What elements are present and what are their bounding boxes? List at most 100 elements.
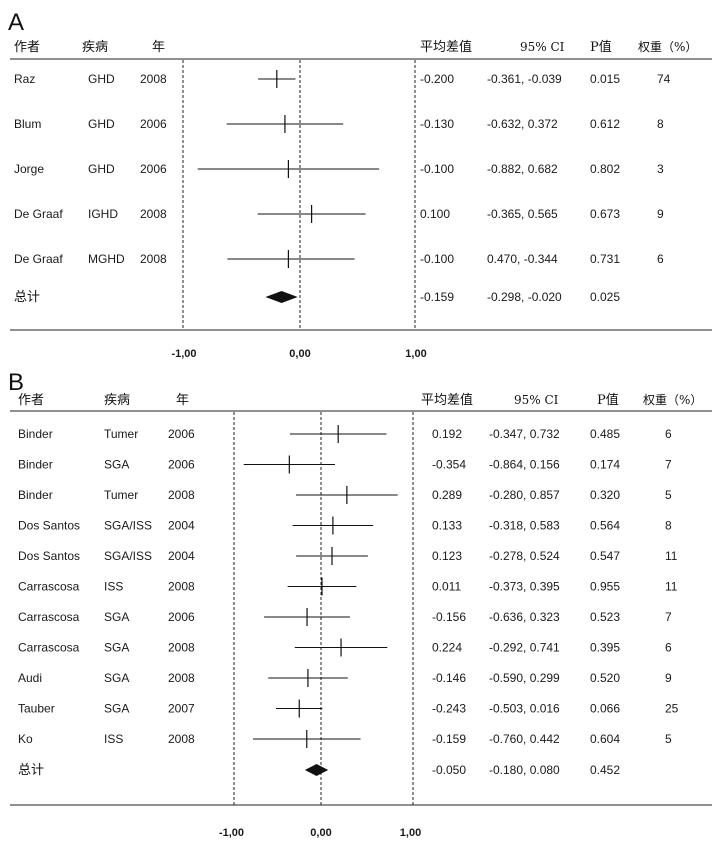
panel-label: A — [8, 9, 24, 36]
study-disease: GHD — [88, 117, 115, 131]
study-author: Ko — [18, 732, 33, 746]
study-p: 0.523 — [590, 610, 620, 624]
study-row: Carrascosa SGA 2006 -0.156 -0.636, 0.323 0.52… — [18, 608, 672, 626]
pooled-effect-diamond — [265, 291, 298, 303]
x-tick-label: 0,00 — [310, 827, 331, 839]
study-p: 0.673 — [590, 207, 620, 221]
header-weight: 权重（%） — [643, 393, 702, 407]
study-mean-diff: -0.156 — [432, 610, 466, 624]
forest-panel-b: B作者 疾病 年 平均差值 95% CI P值 权重（%） Binder Tumer 2006 0.… — [8, 369, 712, 839]
pooled-effect-diamond — [304, 764, 329, 776]
study-disease: ISS — [104, 732, 123, 746]
study-disease: SGA — [104, 610, 129, 624]
study-year: 2006 — [140, 117, 167, 131]
study-mean-diff: 0.100 — [420, 207, 450, 221]
study-mean-diff: 0.192 — [432, 427, 462, 441]
study-mean-diff: 0.133 — [432, 519, 462, 533]
study-author: Binder — [18, 427, 53, 441]
header-ci: 95% CI — [520, 40, 565, 54]
header-mean-diff: 平均差值 — [421, 392, 473, 408]
study-disease: GHD — [88, 162, 115, 176]
study-year: 2006 — [140, 162, 167, 176]
header-author: 作者 — [14, 40, 40, 55]
study-disease: Tumer — [104, 488, 138, 502]
header-author: 作者 — [18, 393, 44, 408]
study-row: Dos Santos SGA/ISS 2004 0.133 -0.318, 0.583 0… — [18, 516, 672, 535]
study-disease: SGA — [104, 671, 129, 685]
total-row: 总计 -0.050 -0.180, 0.080 0.452 — [18, 763, 620, 778]
study-author: Dos Santos — [18, 549, 80, 563]
study-mean-diff: -0.159 — [432, 732, 466, 746]
study-year: 2008 — [168, 580, 195, 594]
study-author: Dos Santos — [18, 519, 80, 533]
study-author: Binder — [18, 488, 53, 502]
study-weight: 11 — [665, 580, 678, 594]
forest-panel-a: A 作者 疾病 年 平均差值 95% CI P值 权重（%） Raz GHD 2008 -0.200 -… — [8, 9, 712, 360]
study-p: 0.395 — [590, 641, 620, 655]
study-row: De Graaf IGHD 2008 0.100 -0.365, 0.565 0.673 9 — [14, 205, 664, 223]
study-row: Binder Tumer 2006 0.192 -0.347, 0.732 0.485 6 — [18, 425, 672, 443]
total-ci: -0.180, 0.080 — [489, 763, 560, 777]
study-year: 2006 — [168, 427, 195, 441]
study-row: Carrascosa ISS 2008 0.011 -0.373, 0.395 0.955… — [18, 577, 678, 596]
header-ci: 95% CI — [514, 393, 559, 407]
study-row: Dos Santos SGA/ISS 2004 0.123 -0.278, 0.524 0… — [18, 547, 678, 565]
study-author: Carrascosa — [18, 641, 80, 655]
study-author: Blum — [14, 117, 41, 131]
total-p: 0.025 — [590, 290, 620, 304]
study-ci: -0.882, 0.682 — [487, 162, 558, 176]
study-row: Jorge GHD 2006 -0.100 -0.882, 0.682 0.802 3 — [14, 160, 664, 178]
study-author: Raz — [14, 72, 35, 86]
study-disease: MGHD — [88, 252, 125, 266]
study-ci: -0.280, 0.857 — [489, 488, 560, 502]
study-weight: 8 — [665, 519, 672, 533]
study-ci: -0.632, 0.372 — [487, 117, 558, 131]
study-disease: SGA/ISS — [104, 549, 152, 563]
x-tick-label: 1,00 — [405, 348, 426, 360]
study-year: 2006 — [168, 458, 195, 472]
study-year: 2008 — [168, 671, 195, 685]
study-disease: SGA — [104, 702, 129, 716]
study-weight: 11 — [665, 549, 678, 563]
study-row: Binder SGA 2006 -0.354 -0.864, 0.156 0.174 7 — [18, 455, 672, 474]
study-row: Carrascosa SGA 2008 0.224 -0.292, 0.741 0.395… — [18, 638, 672, 657]
study-disease: SGA/ISS — [104, 519, 152, 533]
total-label: 总计 — [14, 290, 40, 305]
study-ci: -0.365, 0.565 — [487, 207, 558, 221]
panel-label: B — [8, 369, 24, 396]
study-year: 2008 — [168, 641, 195, 655]
study-p: 0.520 — [590, 671, 620, 685]
study-author: De Graaf — [14, 207, 63, 221]
study-p: 0.612 — [590, 117, 620, 131]
study-mean-diff: -0.146 — [432, 671, 466, 685]
study-row: Ko ISS 2008 -0.159 -0.760, 0.442 0.604 5 — [18, 730, 672, 748]
study-weight: 5 — [665, 732, 672, 746]
header-year: 年 — [152, 40, 165, 55]
study-author: Carrascosa — [18, 580, 80, 594]
study-author: Binder — [18, 458, 53, 472]
total-mean-diff: -0.050 — [432, 763, 466, 777]
study-year: 2006 — [168, 610, 195, 624]
study-weight: 3 — [657, 162, 664, 176]
study-ci: -0.292, 0.741 — [489, 641, 560, 655]
study-weight: 6 — [665, 641, 672, 655]
study-ci: -0.373, 0.395 — [489, 580, 560, 594]
x-tick-label: -1,00 — [219, 827, 244, 839]
study-p: 0.485 — [590, 427, 620, 441]
study-ci: -0.864, 0.156 — [489, 458, 560, 472]
study-weight: 7 — [665, 458, 672, 472]
header-p: P值 — [590, 39, 612, 55]
study-mean-diff: 0.224 — [432, 641, 462, 655]
study-author: De Graaf — [14, 252, 63, 266]
study-p: 0.547 — [590, 549, 620, 563]
study-mean-diff: -0.130 — [420, 117, 454, 131]
study-mean-diff: -0.243 — [432, 702, 466, 716]
study-author: Tauber — [18, 702, 55, 716]
study-ci: -0.318, 0.583 — [489, 519, 560, 533]
study-weight: 6 — [665, 427, 672, 441]
study-disease: ISS — [104, 580, 123, 594]
study-row: Binder Tumer 2008 0.289 -0.280, 0.857 0.320 5 — [18, 486, 672, 504]
study-row: Blum GHD 2006 -0.130 -0.632, 0.372 0.612 8 — [14, 115, 664, 133]
study-weight: 9 — [657, 207, 664, 221]
